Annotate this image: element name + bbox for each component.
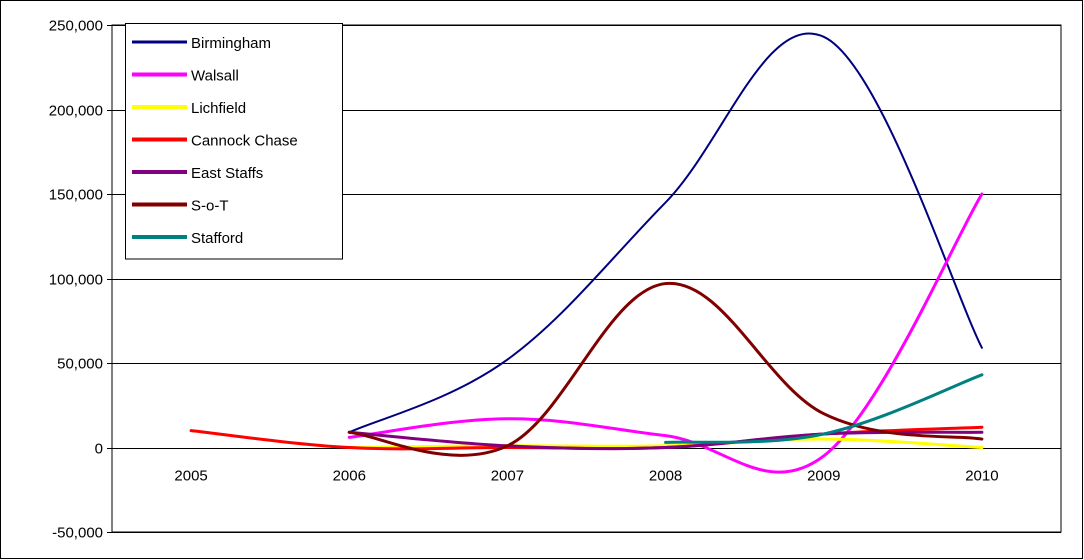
- legend-label-birmingham: Birmingham: [191, 35, 271, 52]
- series-line-s-o-t: [347, 282, 984, 457]
- y-tick-label: 250,000: [49, 18, 103, 35]
- legend-label-s-o-t: S-o-T: [191, 198, 229, 215]
- legend-label-cannock-chase: Cannock Chase: [191, 133, 298, 150]
- series-line-stafford: [664, 373, 984, 444]
- legend-label-east-staffs: East Staffs: [191, 165, 263, 182]
- y-tick-label: 100,000: [49, 272, 103, 289]
- x-tick-label: 2010: [965, 468, 998, 485]
- legend-label-stafford: Stafford: [191, 230, 243, 247]
- x-tick-label: 2009: [807, 468, 840, 485]
- x-tick-label: 2008: [649, 468, 682, 485]
- series-line-lichfield: [347, 437, 984, 449]
- x-axis: 2005 2006 2007 2008 2009 2010: [174, 468, 998, 485]
- y-tick-label: -50,000: [52, 525, 103, 542]
- legend-label-walsall: Walsall: [191, 68, 239, 85]
- series-line-birmingham: [348, 32, 983, 434]
- y-tick-label: 0: [95, 441, 103, 458]
- series-lines: [189, 32, 984, 474]
- y-axis: -50,000 0 50,000 100,000 150,000 200,000 250,0…: [49, 18, 112, 542]
- series-line-east-staffs: [347, 430, 984, 451]
- y-tick-label: 150,000: [49, 187, 103, 204]
- x-tick-label: 2007: [491, 468, 524, 485]
- x-tick-label: 2005: [174, 468, 207, 485]
- legend: Birmingham Walsall Lichfield Cannock Chase E…: [125, 23, 343, 260]
- y-tick-label: 200,000: [49, 103, 103, 120]
- y-tick-label: 50,000: [57, 356, 103, 373]
- legend-label-lichfield: Lichfield: [191, 100, 246, 117]
- x-tick-label: 2006: [333, 468, 366, 485]
